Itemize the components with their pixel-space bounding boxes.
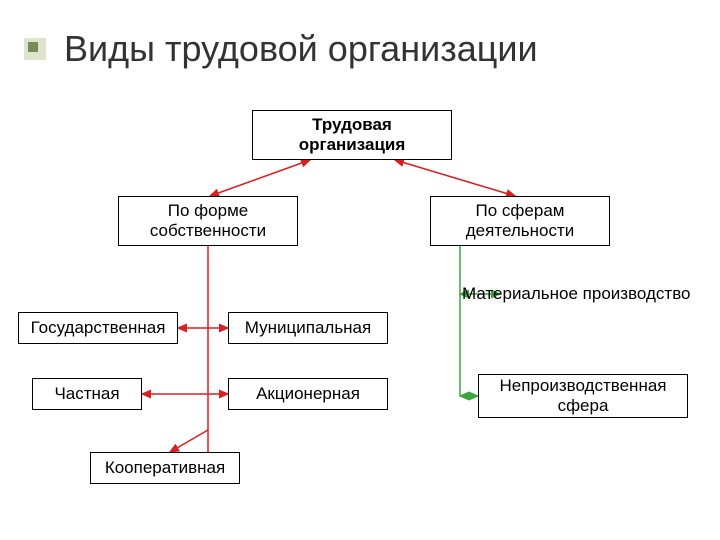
- box-priv: Частная: [32, 378, 142, 410]
- box-gov: Государственная: [18, 312, 178, 344]
- box-branch-right: По сферам деятельности: [430, 196, 610, 246]
- text-matprod: Материальное производство: [462, 284, 691, 304]
- slide-title-wrap: Виды трудовой организации: [24, 28, 538, 70]
- box-branch-left: По форме собственности: [118, 196, 298, 246]
- slide-title: Виды трудовой организации: [64, 28, 538, 70]
- box-root: Трудовая организация: [252, 110, 452, 160]
- title-bullet-icon: [24, 38, 46, 60]
- box-share: Акционерная: [228, 378, 388, 410]
- box-coop: Кооперативная: [90, 452, 240, 484]
- box-nonprod: Непроизводственная сфера: [478, 374, 688, 418]
- box-mun: Муниципальная: [228, 312, 388, 344]
